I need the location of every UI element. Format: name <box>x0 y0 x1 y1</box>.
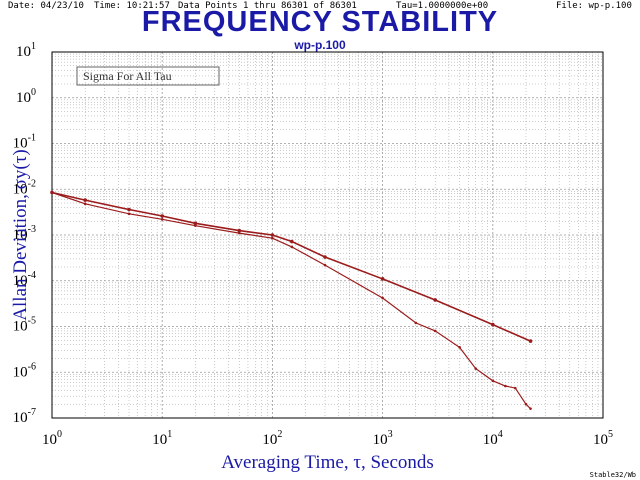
data-point <box>194 224 197 227</box>
data-point <box>270 233 275 237</box>
chart-title: FREQUENCY STABILITY <box>141 6 499 38</box>
data-point <box>433 329 437 333</box>
data-point <box>271 236 274 240</box>
annotation-label: Sigma For All Tau <box>83 69 172 83</box>
plot-frame <box>51 51 604 419</box>
header-data-points: Data Points 1 thru 86301 of 86301 <box>178 1 357 11</box>
header-file: File: wp-p.100 <box>556 1 632 11</box>
x-tick-label: 105 <box>593 429 613 448</box>
data-point <box>491 379 495 383</box>
data-point <box>290 239 294 244</box>
x-axis-label: Averaging Time, τ, Seconds <box>221 452 434 473</box>
data-point <box>83 202 87 206</box>
header-tau: Tau=1.0000000e+00 <box>396 1 489 11</box>
chart-subtitle: wp-p.100 <box>294 38 346 52</box>
data-point <box>433 298 437 302</box>
y-tick-label: 10-6 <box>13 361 36 380</box>
y-tick-label: 100 <box>16 87 36 106</box>
header-time: Time: 10:21:57 <box>94 1 170 11</box>
y-tick-label: 10-2 <box>13 178 36 197</box>
data-point <box>524 402 528 406</box>
data-point <box>474 367 478 370</box>
data-point <box>458 346 461 349</box>
data-point <box>381 296 384 300</box>
data-point <box>50 191 54 194</box>
annotation-box <box>76 66 220 86</box>
data-point <box>380 277 385 281</box>
data-point <box>237 231 241 235</box>
header-date: Date: 04/23/10 <box>8 1 84 11</box>
data-point <box>127 212 131 216</box>
series-line <box>51 191 531 410</box>
y-tick-label: 10-7 <box>13 407 36 426</box>
data-point <box>127 207 131 212</box>
data-point <box>193 221 198 226</box>
y-axis-label: Allan Deviation, σy(τ) <box>10 149 31 320</box>
data-point <box>83 198 87 202</box>
x-tick-label: 104 <box>483 429 503 448</box>
data-point <box>528 339 533 343</box>
data-point <box>160 214 164 218</box>
data-point <box>237 228 242 233</box>
x-tick-label: 103 <box>373 429 393 448</box>
data-point <box>414 321 418 325</box>
data-point <box>323 255 327 259</box>
x-tick-label: 102 <box>262 429 282 448</box>
y-tick-label: 101 <box>16 41 36 60</box>
data-point <box>513 386 517 390</box>
y-tick-label: 10-5 <box>13 316 36 335</box>
data-point <box>491 322 495 327</box>
data-point <box>160 218 164 221</box>
data-point <box>290 245 294 249</box>
data-point <box>529 407 532 410</box>
x-tick-label: 101 <box>152 429 172 448</box>
software-label: Stable32/Wb <box>589 471 636 479</box>
data-point <box>323 263 327 267</box>
y-tick-label: 10-1 <box>13 133 36 152</box>
x-tick-label: 100 <box>42 429 62 448</box>
y-tick-label: 10-3 <box>13 224 36 243</box>
y-tick-label: 10-4 <box>13 270 36 289</box>
series-line <box>51 191 531 342</box>
data-point <box>504 384 507 388</box>
